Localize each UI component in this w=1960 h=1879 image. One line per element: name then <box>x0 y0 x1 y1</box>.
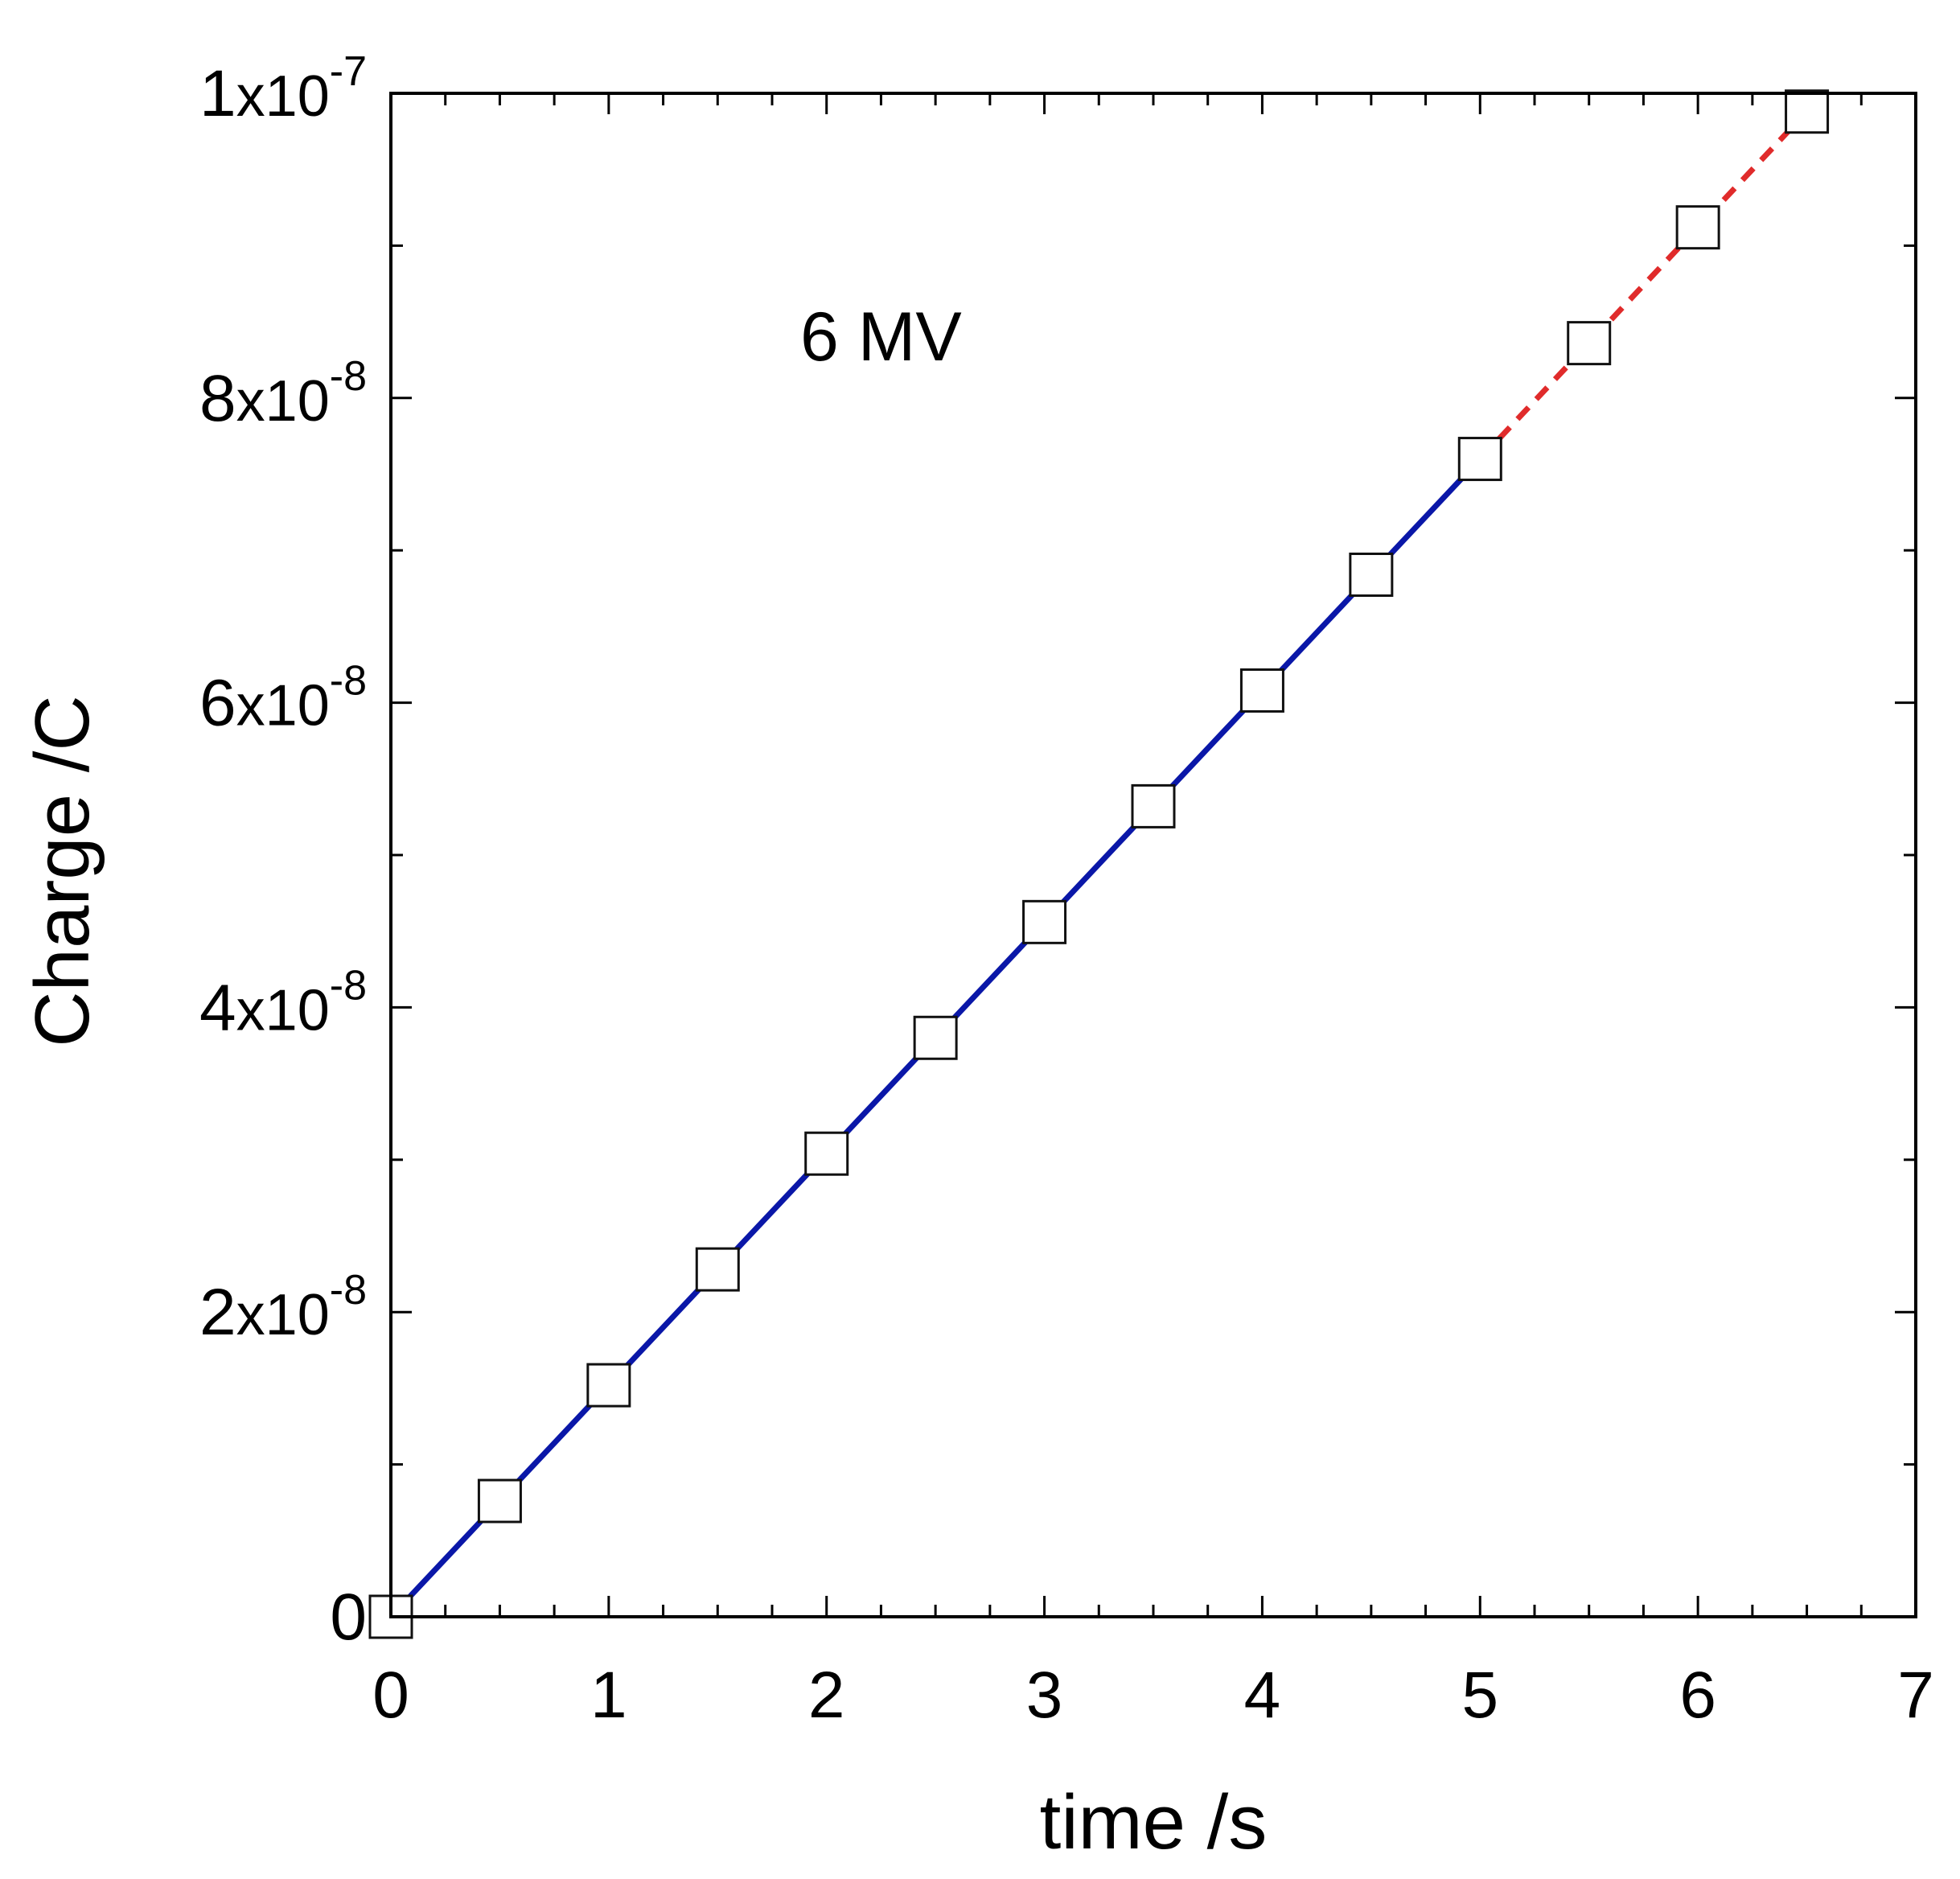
y-axis-label: Charge /C <box>19 695 105 1047</box>
data-point-marker <box>1022 899 1067 944</box>
axis-ticks <box>389 92 1917 1618</box>
x-axis-label: time /s <box>1040 1779 1268 1865</box>
y-tick-label: 1x10-7 <box>199 48 367 130</box>
y-tick-labels: 0 2x10-8 4x10-8 6x10-8 8x10-8 1x10-7 <box>199 48 367 1654</box>
data-point-marker <box>913 1015 958 1060</box>
data-point-marker <box>1239 668 1284 713</box>
annotation-6mv: 6 MV <box>800 298 962 376</box>
fit-line-dashed <box>1477 109 1810 461</box>
data-markers <box>368 89 1830 1639</box>
data-point-marker <box>804 1131 849 1176</box>
x-tick-label: 2 <box>808 1659 845 1732</box>
x-tick-label: 0 <box>372 1659 409 1732</box>
x-tick-label: 1 <box>590 1659 627 1732</box>
y-tick-label: 2x10-8 <box>199 1267 367 1349</box>
data-point-marker <box>1349 553 1394 598</box>
data-point-marker <box>586 1363 631 1408</box>
y-tick-label: 8x10-8 <box>199 353 367 435</box>
data-point-marker <box>1457 437 1502 482</box>
x-tick-label: 4 <box>1244 1659 1281 1732</box>
data-point-marker <box>1131 783 1176 828</box>
x-tick-labels: 0 1 2 3 4 5 6 7 <box>372 1659 1934 1732</box>
y-tick-label: 6x10-8 <box>199 658 367 740</box>
plot-frame <box>389 92 1917 1618</box>
data-point-marker <box>1567 321 1612 366</box>
x-tick-label: 3 <box>1026 1659 1063 1732</box>
x-tick-label: 6 <box>1679 1659 1716 1732</box>
data-point-marker <box>477 1478 522 1523</box>
y-tick-label: 0 <box>330 1581 367 1654</box>
data-point-marker <box>695 1247 740 1292</box>
x-tick-label: 7 <box>1897 1659 1934 1732</box>
data-point-marker <box>1785 89 1830 134</box>
y-tick-label: 4x10-8 <box>199 962 367 1044</box>
data-point-marker <box>1675 205 1720 250</box>
x-tick-label: 5 <box>1461 1659 1498 1732</box>
